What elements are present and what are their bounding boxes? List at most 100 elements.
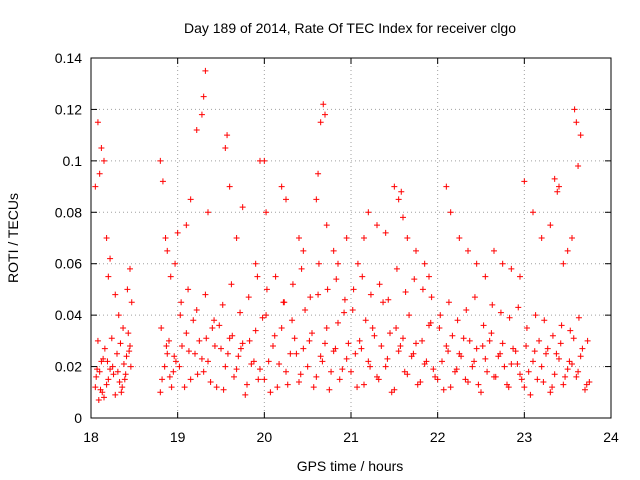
data-point [211, 317, 218, 324]
data-point [246, 337, 253, 344]
data-point [553, 350, 560, 357]
data-point [508, 265, 515, 272]
x-tick-label: 19 [170, 429, 186, 445]
data-point [239, 204, 246, 211]
data-point [283, 196, 289, 203]
data-point [510, 345, 517, 352]
data-point [323, 222, 330, 229]
y-tick-label: 0.08 [55, 204, 82, 220]
data-point [380, 299, 387, 306]
data-point [384, 355, 391, 362]
data-point [254, 273, 261, 280]
data-point [566, 358, 573, 365]
data-point [187, 376, 194, 383]
data-point [127, 363, 134, 370]
data-point [427, 319, 434, 326]
data-point [575, 163, 582, 169]
data-point [343, 355, 350, 362]
data-point [541, 317, 548, 324]
data-point [263, 209, 270, 216]
data-point [486, 337, 493, 344]
data-point [525, 368, 532, 375]
data-point [382, 229, 389, 236]
data-point [259, 314, 266, 321]
data-point [276, 361, 283, 367]
data-point [400, 335, 406, 342]
data-point [326, 386, 333, 393]
data-point [100, 355, 107, 362]
data-point [222, 363, 229, 370]
data-point [367, 363, 374, 370]
data-point [387, 330, 393, 337]
data-point [354, 384, 361, 391]
data-point [263, 312, 270, 319]
data-point [358, 345, 365, 352]
data-point [92, 183, 99, 190]
data-point [174, 229, 181, 236]
data-point [172, 358, 179, 365]
data-point [343, 235, 350, 241]
y-tick-label: 0.1 [63, 153, 83, 169]
data-point [421, 260, 428, 267]
data-point [92, 384, 99, 391]
x-tick-label: 20 [257, 429, 273, 445]
data-point [271, 332, 278, 339]
data-point [401, 368, 408, 375]
data-point [369, 325, 376, 331]
data-point [336, 376, 343, 383]
data-point [200, 368, 207, 375]
data-point [544, 345, 551, 352]
data-point [445, 348, 452, 355]
data-point [376, 281, 383, 288]
data-point [159, 178, 166, 185]
data-point [192, 350, 198, 357]
data-point [560, 381, 567, 388]
data-point [540, 379, 547, 385]
data-point [577, 353, 584, 360]
data-point [359, 273, 366, 280]
data-point [116, 379, 123, 385]
data-point [411, 276, 418, 283]
data-point [469, 363, 476, 370]
data-point [371, 332, 378, 339]
x-tick-label: 24 [603, 429, 619, 445]
data-point [193, 307, 200, 313]
data-point [309, 330, 315, 337]
data-point [356, 337, 363, 344]
data-point [547, 389, 554, 396]
data-point [114, 368, 121, 375]
data-point [98, 145, 105, 151]
data-point [105, 273, 112, 280]
data-point [391, 183, 398, 190]
data-point [257, 366, 263, 373]
data-point [484, 368, 491, 375]
data-point [183, 222, 190, 229]
data-point [341, 296, 348, 303]
data-point [166, 373, 173, 380]
data-point [185, 348, 192, 355]
data-point [447, 209, 454, 216]
data-point [583, 381, 590, 388]
data-point [315, 291, 322, 298]
data-point [410, 350, 417, 357]
data-point [161, 363, 168, 370]
data-point [237, 309, 244, 316]
data-point [508, 361, 515, 367]
data-point [341, 309, 348, 316]
data-point [319, 358, 326, 365]
data-point [205, 358, 211, 365]
data-point [361, 381, 367, 388]
data-point [349, 307, 356, 313]
data-point [460, 335, 467, 342]
data-point [224, 132, 231, 139]
data-point [202, 291, 209, 298]
data-point [426, 273, 432, 280]
data-point [479, 343, 486, 349]
data-point [414, 381, 421, 388]
data-point [317, 353, 324, 360]
data-point [128, 299, 135, 306]
gridlines [91, 58, 611, 418]
data-point [395, 348, 402, 355]
data-point [339, 366, 346, 373]
